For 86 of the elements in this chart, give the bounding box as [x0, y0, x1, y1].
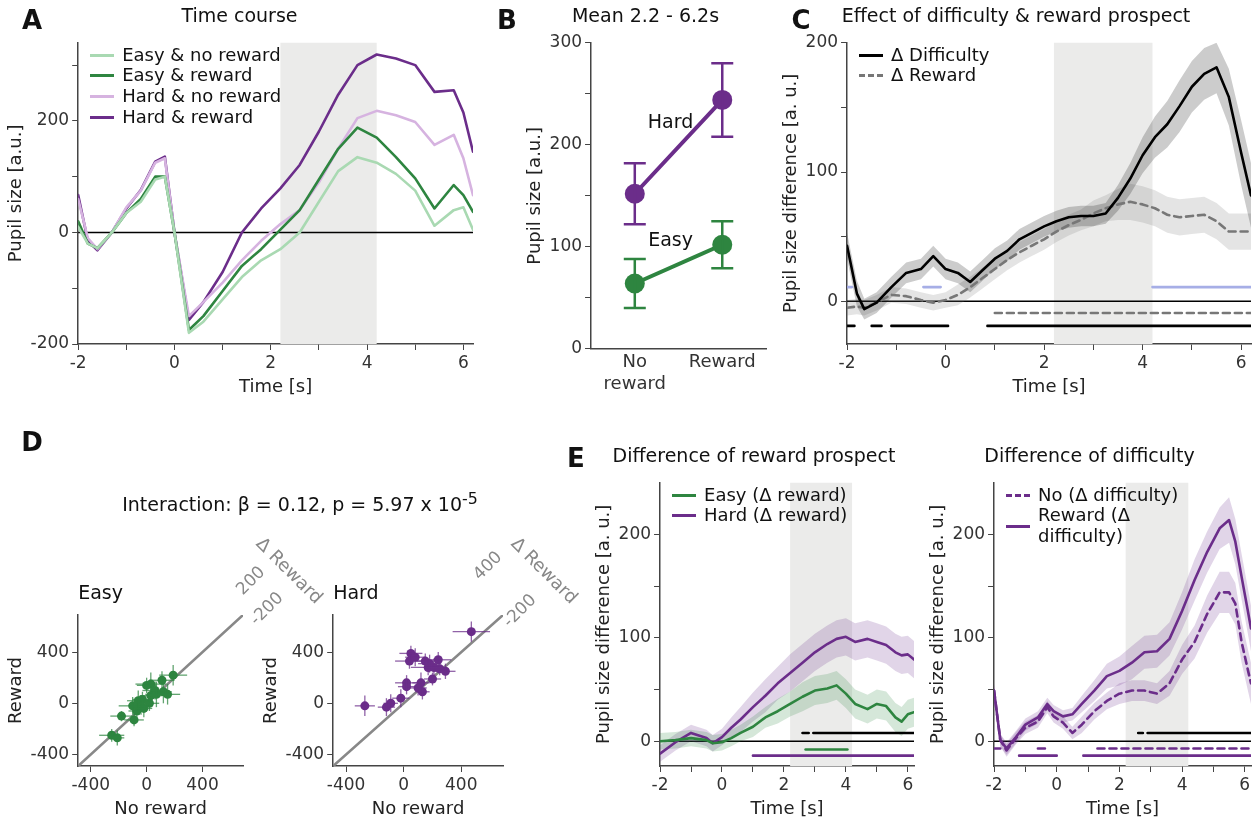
series-label: Hard	[647, 110, 694, 133]
x-tick-label: 4	[840, 773, 852, 794]
series-label: Easy	[648, 227, 693, 250]
x-tick-label: 0	[716, 773, 728, 794]
x-axis-title: No reward	[371, 796, 465, 818]
chart-title: Effect of difficulty & reward prospect	[841, 4, 1191, 27]
y-tick-label: -400	[30, 742, 70, 763]
x-tick-label: 4	[1176, 773, 1188, 794]
y-tick-label: 0	[571, 337, 583, 358]
x-tick-label: -400	[71, 773, 111, 794]
chart-title: Hard	[333, 581, 379, 603]
y-tick-label: 100	[549, 235, 583, 256]
y-tick-label: 200	[618, 522, 652, 543]
y-tick-label: 400	[291, 640, 325, 661]
legend-label: Δ Difficulty	[891, 43, 990, 66]
legend-label: Reward (Δ difficulty)	[1038, 504, 1131, 547]
x-tick-label: 0	[169, 351, 180, 372]
text: B	[497, 5, 517, 35]
legend-label: Easy & no reward	[122, 43, 281, 66]
x-tick-label: -2	[69, 351, 87, 372]
x-tick-label: Reward	[688, 350, 756, 372]
legend-label: Easy & reward	[122, 64, 253, 87]
x-tick-label: -2	[651, 773, 669, 794]
x-tick-label: 400	[186, 773, 219, 794]
chart-title: Difference of reward prospect	[612, 444, 896, 467]
x-tick-label: 2	[778, 773, 790, 794]
legend-label: Hard & no reward	[122, 85, 282, 107]
x-tick-label: 6	[1235, 351, 1247, 372]
y-tick-label: 300	[549, 31, 583, 52]
x-tick-label: 4	[361, 351, 373, 372]
y-tick-label: 0	[974, 729, 986, 750]
text: Interaction: β = 0.12, p = 5.97 x 10$^{-5}$	[122, 488, 478, 516]
legend-label: No (Δ difficulty)	[1038, 483, 1179, 506]
x-tick-label: 0	[398, 773, 410, 794]
text: A	[21, 5, 43, 35]
y-tick-label: 0	[827, 289, 839, 310]
chart-title: Difference of difficulty	[984, 444, 1195, 467]
y-tick-label: 0	[58, 691, 70, 712]
x-axis-title: No reward	[114, 796, 207, 818]
y-tick-label: 200	[952, 522, 986, 543]
chart-title: Mean 2.2 - 6.2s	[571, 4, 720, 27]
y-tick-label: 0	[313, 691, 325, 712]
x-tick-label: No reward	[603, 350, 666, 393]
chart-title: Time course	[180, 4, 298, 27]
x-axis-title: Time [s]	[1011, 374, 1086, 396]
text: 400	[468, 546, 506, 584]
text: D	[21, 427, 43, 457]
x-tick-label: 4	[1137, 351, 1149, 372]
x-tick-label: 2	[1113, 773, 1125, 794]
x-tick-label: 6	[457, 351, 469, 372]
y-tick-label: 400	[36, 640, 70, 661]
y-axis-title: Reward	[259, 656, 281, 725]
x-axis-title: Time [s]	[237, 374, 313, 396]
y-tick-label: -400	[285, 742, 325, 763]
y-tick-label: 0	[640, 729, 652, 750]
x-tick-label: 6	[902, 773, 914, 794]
x-tick-label: 6	[1239, 773, 1251, 794]
y-tick-label: 100	[805, 160, 839, 181]
x-axis-title: Time [s]	[749, 796, 824, 818]
y-tick-label: 200	[549, 133, 583, 154]
y-axis-title: Pupil size [a.u.]	[4, 124, 26, 263]
y-axis-title: Pupil size [a.u.]	[523, 126, 545, 265]
x-tick-label: 2	[1038, 351, 1050, 372]
x-tick-label: -400	[326, 773, 366, 794]
y-tick-label: 200	[36, 109, 70, 130]
y-axis-title: Pupil size difference [a. u.]	[592, 504, 614, 745]
y-tick-label: 0	[58, 220, 70, 241]
x-tick-label: 400	[445, 773, 478, 794]
x-tick-label: 0	[141, 773, 153, 794]
y-axis-title: Pupil size difference [a. u.]	[926, 504, 948, 745]
y-axis-title: Pupil size difference [a. u.]	[779, 73, 801, 314]
x-axis-title: Time [s]	[1084, 796, 1160, 818]
x-tick-label: 2	[265, 351, 277, 372]
x-tick-label: 0	[1051, 773, 1063, 794]
y-tick-label: 100	[952, 626, 986, 647]
x-tick-label: -2	[838, 351, 856, 372]
legend-label: Hard (Δ reward)	[704, 504, 848, 527]
x-tick-label: -2	[985, 773, 1003, 794]
legend-label: Hard & reward	[122, 105, 254, 128]
y-axis-title: Reward	[4, 656, 26, 725]
legend-label: Easy (Δ reward)	[704, 483, 847, 506]
y-tick-label: 100	[618, 626, 652, 647]
chart-title: Easy	[78, 581, 123, 603]
text: E	[567, 443, 585, 473]
legend-label: Δ Reward	[891, 64, 977, 87]
y-tick-label: -200	[30, 332, 70, 353]
